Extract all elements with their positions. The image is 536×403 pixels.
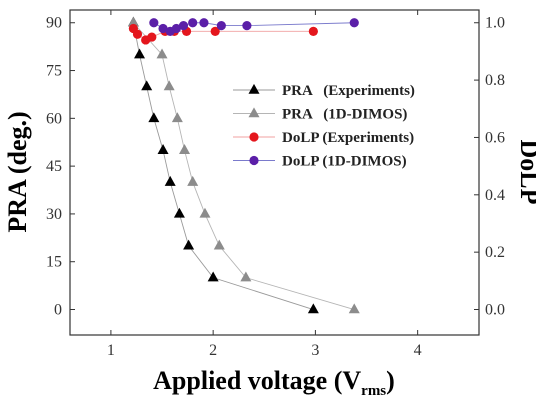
x-tick-label: 4 xyxy=(414,342,422,359)
y-right-tick-label: 0.6 xyxy=(485,129,505,146)
x-axis-label-main: Applied voltage (V xyxy=(153,366,361,395)
legend: PRA (Experiments) PRA (1D-DIMOS) DoLP (Exp… xyxy=(233,83,415,170)
series-0-point xyxy=(173,207,185,218)
series-3-point xyxy=(188,18,198,28)
y-right-tick-label: 0.8 xyxy=(485,72,505,89)
series-markers xyxy=(127,16,360,314)
axis-ticks: 1 2 3 4 0 15 30 45 60 75 90 0.0 0.2 0.4 0.6 0.8 1.0 xyxy=(46,10,505,359)
y-right-tick-label: 0.0 xyxy=(485,302,505,319)
x-axis-label: Applied voltage (Vrms) xyxy=(153,366,395,398)
y-left-tick-label: 90 xyxy=(46,15,62,32)
series-1-point xyxy=(213,239,225,250)
series-line-1 xyxy=(133,22,355,310)
y-left-tick-label: 45 xyxy=(46,158,62,175)
series-0-point xyxy=(134,48,146,59)
series-2-point xyxy=(132,29,143,39)
series-3-point xyxy=(158,23,168,34)
y-axis-right-label: DoLP xyxy=(515,140,536,205)
plot-frame xyxy=(69,9,480,336)
x-tick-label: 1 xyxy=(107,342,115,359)
series-1-point xyxy=(163,80,175,91)
x-axis-label-subscript: rms xyxy=(361,383,386,398)
series-0-point xyxy=(307,303,319,314)
series-3-point xyxy=(242,21,252,31)
legend-marker-3 xyxy=(249,155,259,166)
series-1-point xyxy=(127,16,139,27)
series-1-point xyxy=(187,175,199,186)
series-1-point xyxy=(240,271,252,282)
series-1-point xyxy=(171,112,183,123)
y-axis-left-label: PRA (deg.) xyxy=(3,111,32,232)
series-3-point xyxy=(199,18,209,28)
legend-marker-0 xyxy=(248,83,260,94)
y-left-tick-label: 0 xyxy=(54,302,62,319)
series-3-point xyxy=(178,21,189,31)
y-right-tick-label: 1.0 xyxy=(485,15,505,32)
series-line-0 xyxy=(132,22,314,310)
legend-marker-2 xyxy=(249,132,259,142)
legend-label-3: DoLP (1D-DIMOS) xyxy=(282,154,407,170)
y-left-tick-label: 60 xyxy=(46,110,62,127)
series-2-point xyxy=(147,32,157,42)
series-0-point xyxy=(148,112,160,123)
series-1-point xyxy=(179,144,191,154)
x-axis-label-close: ) xyxy=(386,366,395,395)
series-2-point xyxy=(308,26,318,36)
series-3-point xyxy=(349,18,359,28)
series-0-point xyxy=(183,239,195,250)
series-0-point xyxy=(207,271,219,282)
series-3-point xyxy=(149,18,159,28)
y-left-tick-label: 75 xyxy=(46,63,62,80)
legend-marker-1 xyxy=(248,107,260,118)
series-0-point xyxy=(164,175,176,186)
series-1-point xyxy=(156,48,168,59)
series-0-point xyxy=(157,144,169,154)
y-right-tick-label: 0.4 xyxy=(485,187,505,204)
series-0-point xyxy=(141,80,153,91)
y-right-tick-label: 0.2 xyxy=(485,244,505,261)
y-left-tick-label: 15 xyxy=(46,254,62,271)
y-left-tick-label: 30 xyxy=(46,206,62,223)
legend-label-0: PRA (Experiments) xyxy=(282,83,415,99)
series-1-point xyxy=(199,207,211,218)
legend-label-1: PRA (1D-DIMOS) xyxy=(282,107,407,123)
series-3-point xyxy=(216,21,226,31)
series-3-point xyxy=(171,23,181,34)
series-2-point xyxy=(210,26,220,36)
x-tick-label: 3 xyxy=(311,342,319,359)
series-1-point xyxy=(348,303,360,314)
x-tick-label: 2 xyxy=(209,342,217,359)
legend-label-2: DoLP (Experiments) xyxy=(282,130,414,146)
